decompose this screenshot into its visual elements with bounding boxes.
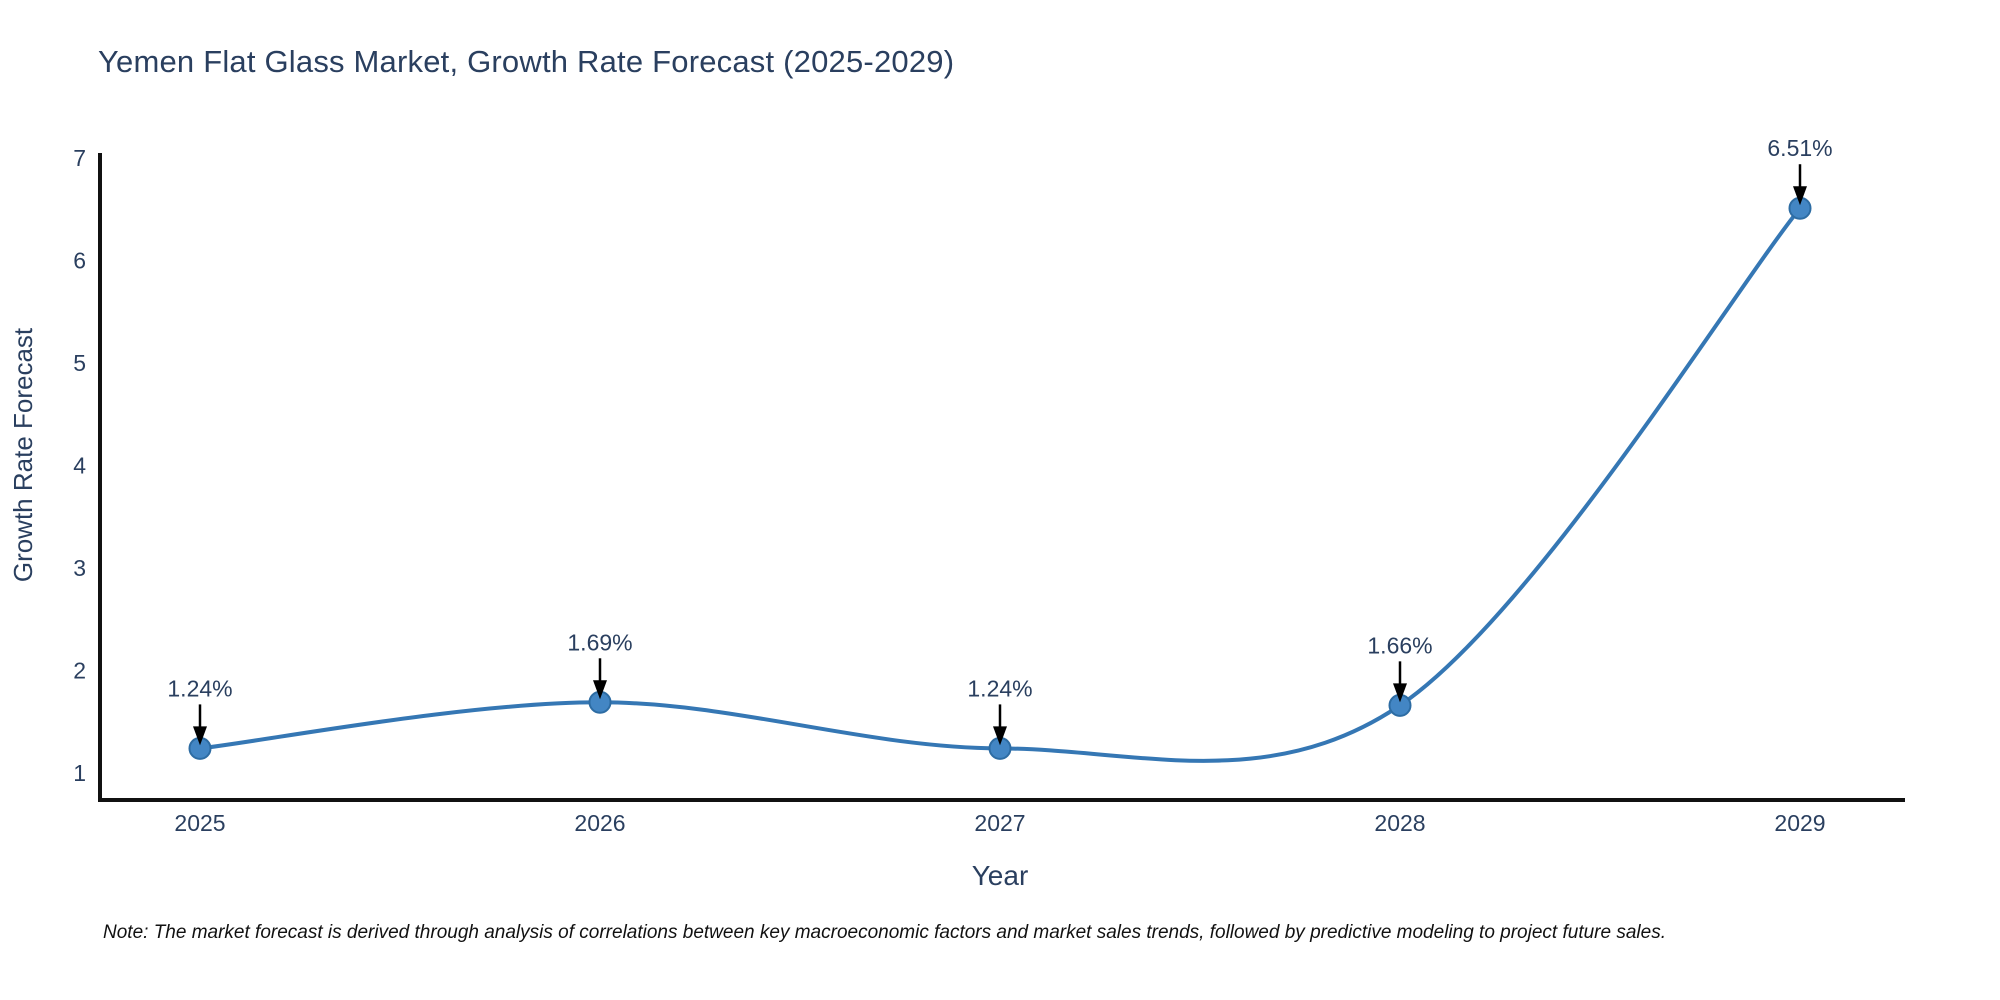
x-tick-label: 2026 [574, 810, 625, 836]
y-tick-label: 1 [73, 760, 86, 786]
x-tick-label: 2028 [1374, 810, 1425, 836]
x-tick-label: 2029 [1774, 810, 1825, 836]
annotation-arrowhead-icon [593, 680, 607, 700]
annotation-arrowhead-icon [1793, 186, 1807, 206]
annotation-arrowhead-icon [193, 726, 207, 746]
y-axis-title: Growth Rate Forecast [8, 327, 38, 582]
y-tick-label: 2 [73, 658, 86, 684]
footnote: Note: The market forecast is derived thr… [103, 922, 1666, 943]
x-tick-label: 2025 [174, 810, 225, 836]
x-axis-title: Year [972, 860, 1029, 891]
y-tick-label: 5 [73, 350, 86, 376]
annotation-label: 6.51% [1767, 135, 1832, 161]
x-tick-label: 2027 [974, 810, 1025, 836]
y-tick-label: 6 [73, 248, 86, 274]
annotation-label: 1.24% [967, 675, 1032, 701]
annotation-label: 1.24% [167, 675, 232, 701]
annotation-arrowhead-icon [1393, 683, 1407, 703]
chart-title: Yemen Flat Glass Market, Growth Rate For… [98, 44, 955, 79]
annotation-label: 1.66% [1367, 632, 1432, 658]
y-tick-label: 4 [73, 453, 86, 479]
y-tick-label: 3 [73, 555, 86, 581]
series-line [198, 206, 1802, 763]
annotation-arrowhead-icon [993, 726, 1007, 746]
y-tick-label: 7 [73, 145, 86, 171]
annotation-label: 1.69% [567, 629, 632, 655]
